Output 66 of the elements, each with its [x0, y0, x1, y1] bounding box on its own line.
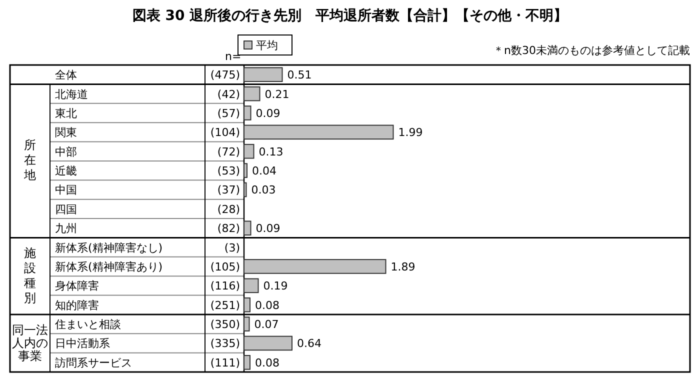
- y-tick-label: 北海道: [55, 88, 88, 101]
- text: (111): [210, 356, 240, 370]
- text: (105): [210, 260, 240, 274]
- bar: [244, 278, 259, 294]
- text: (28): [217, 202, 240, 216]
- y-tick-label: 身体障害: [55, 280, 99, 293]
- text: (53): [217, 164, 240, 178]
- text: 同一法人内の事業: [12, 322, 48, 363]
- text: (72): [217, 145, 240, 158]
- data-label: 0.09: [256, 106, 280, 120]
- bar: [244, 67, 283, 82]
- text: (42): [217, 88, 240, 101]
- text: 施設種別: [24, 246, 36, 306]
- bar: [244, 220, 252, 236]
- y-tick-label: 中国: [55, 184, 77, 197]
- data-label: 1.89: [390, 260, 416, 274]
- chart-title: 図表 30 退所後の行き先別 平均退所者数【合計】【その他・不明】: [132, 7, 568, 24]
- text: (104): [210, 126, 240, 140]
- y-tick-label: 新体系(精神障害なし): [55, 241, 163, 254]
- bar: [244, 259, 386, 274]
- y-tick-label: 知的障害: [55, 298, 99, 312]
- text: (251): [210, 298, 240, 312]
- bar: [244, 86, 260, 102]
- bar: [244, 182, 247, 198]
- bar: [244, 106, 252, 120]
- text: (475): [210, 68, 240, 82]
- text: (57): [217, 106, 240, 120]
- bar: [244, 355, 250, 370]
- text: (37): [217, 184, 240, 197]
- y-tick-label: 近畿: [55, 164, 77, 178]
- text: (82): [217, 222, 240, 236]
- text: 所在地: [24, 138, 36, 184]
- data-label: 0.64: [297, 337, 322, 350]
- bar: [244, 336, 292, 351]
- y-tick-label: 関東: [55, 126, 77, 140]
- text: (3): [224, 241, 240, 254]
- y-tick-label: 四国: [55, 202, 77, 216]
- data-label: 0.21: [264, 88, 290, 101]
- text: ＊n数30未満のものは参考値として記載: [493, 44, 690, 57]
- y-tick-label: 日中活動系: [55, 337, 110, 350]
- bar: [244, 163, 248, 178]
- y-tick-label: 九州: [55, 222, 77, 236]
- text: (116): [210, 280, 240, 293]
- y-tick-label: 中部: [55, 145, 77, 158]
- data-label: 0.03: [251, 184, 276, 197]
- data-label: 0.19: [263, 280, 288, 293]
- data-label: 0.13: [258, 145, 284, 158]
- data-label: 1.99: [398, 126, 423, 140]
- data-label: 0.07: [254, 318, 279, 332]
- y-tick-label: 新体系(精神障害あり): [55, 260, 163, 274]
- bar: [244, 144, 254, 159]
- data-label: 0.51: [287, 68, 312, 82]
- bar: [244, 124, 394, 140]
- y-tick-label: 全体: [55, 68, 77, 82]
- y-tick-label: 東北: [55, 106, 77, 120]
- data-label: 0.04: [252, 164, 276, 178]
- data-label: 0.09: [256, 222, 280, 236]
- bar: [244, 297, 250, 312]
- y-tick-label: 住まいと相談: [55, 318, 121, 332]
- legend-label: 平均: [256, 39, 278, 52]
- y-tick-label: 訪問系サービス: [55, 356, 132, 370]
- data-label: 0.08: [255, 356, 280, 370]
- bar: [244, 316, 250, 332]
- text: (335): [210, 337, 240, 350]
- data-label: 0.08: [255, 298, 280, 312]
- text: (350): [210, 318, 240, 332]
